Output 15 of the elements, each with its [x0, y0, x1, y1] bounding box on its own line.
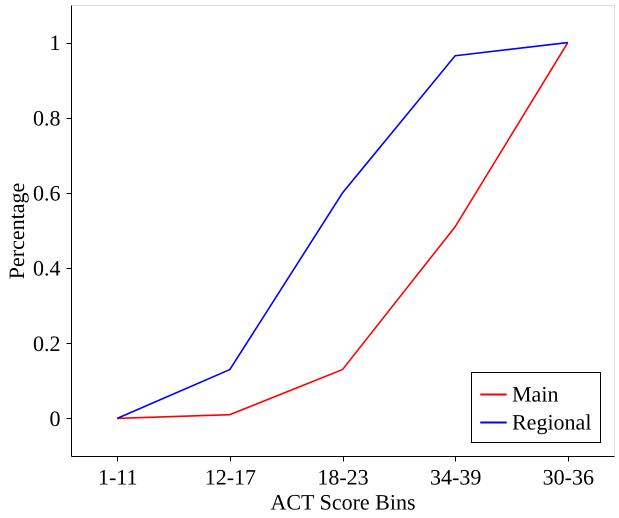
y-tick-label: 0.2	[33, 330, 60, 356]
y-tick-label: 1	[50, 30, 60, 56]
legend-label: Main	[512, 382, 558, 406]
x-axis-title: ACT Score Bins	[270, 490, 416, 514]
legend-label: Regional	[512, 410, 592, 434]
x-tick-label: 12-17	[204, 464, 256, 490]
y-tick-label: 0	[50, 406, 60, 431]
x-tick-label: 18-23	[317, 464, 369, 490]
x-tick-label: 34-39	[430, 464, 482, 490]
y-axis-title: Percentage	[4, 182, 29, 280]
y-tick-label: 0.6	[33, 180, 60, 206]
y-tick-label: 0.4	[33, 256, 60, 281]
y-tick-label: 0.8	[33, 105, 60, 130]
x-tick-label: 1-11	[98, 464, 138, 490]
x-tick-label: 30-36	[542, 464, 594, 490]
